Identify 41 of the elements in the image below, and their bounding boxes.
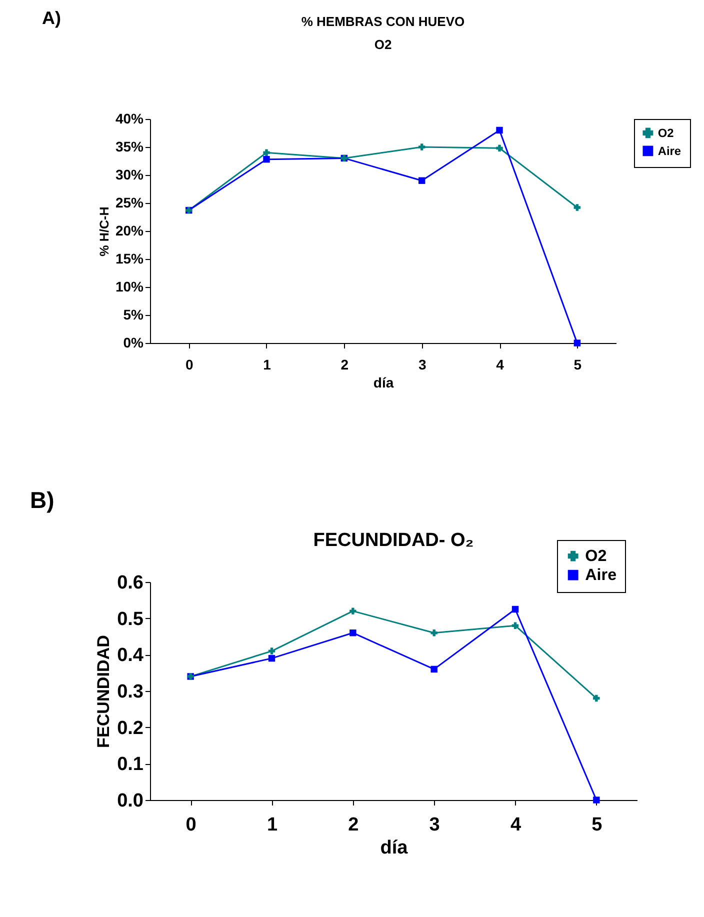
x-tick-label: 0 bbox=[185, 356, 194, 372]
y-tick-label: 0.3 bbox=[117, 682, 144, 702]
x-tick-label: 3 bbox=[429, 814, 440, 836]
y-tick-label: 0% bbox=[123, 334, 144, 350]
legend-label: Aire bbox=[658, 144, 682, 158]
legend-label: Aire bbox=[585, 566, 617, 584]
chart-title: % HEMBRAS CON HUEVO bbox=[301, 14, 465, 29]
x-tick-label: 5 bbox=[592, 814, 603, 836]
y-tick-label: 5% bbox=[123, 306, 144, 322]
text: B) bbox=[30, 487, 54, 513]
x-tick-label: 5 bbox=[574, 356, 582, 372]
y-tick-label: 10% bbox=[115, 278, 144, 294]
y-tick-label: 0.6 bbox=[117, 572, 144, 594]
legend-label: O2 bbox=[658, 126, 674, 140]
legend-label: O2 bbox=[585, 547, 607, 566]
y-tick-label: 20% bbox=[115, 222, 144, 238]
x-tick-label: 3 bbox=[418, 356, 426, 372]
y-tick-label: 30% bbox=[115, 166, 144, 182]
x-tick-label: 4 bbox=[496, 356, 504, 372]
y-tick-label: 35% bbox=[115, 138, 144, 154]
y-tick-label: 40% bbox=[115, 110, 144, 126]
text: A) bbox=[42, 8, 61, 28]
x-tick-label: 1 bbox=[263, 356, 272, 372]
y-axis-title: % H/C-H bbox=[97, 206, 112, 256]
x-tick-label: 1 bbox=[266, 814, 278, 836]
y-tick-label: 0.4 bbox=[117, 645, 144, 666]
y-axis-title: FECUNDIDAD bbox=[94, 634, 114, 748]
x-axis-title: día bbox=[380, 838, 408, 858]
x-tick-label: 4 bbox=[510, 814, 522, 836]
x-tick-label: 2 bbox=[340, 356, 349, 372]
y-tick-label: 0.5 bbox=[117, 608, 144, 630]
x-axis-title: día bbox=[373, 374, 394, 390]
y-tick-label: 0.2 bbox=[117, 718, 144, 739]
y-tick-label: 25% bbox=[115, 194, 144, 210]
x-tick-label: 0 bbox=[186, 814, 196, 836]
y-tick-label: 0.1 bbox=[117, 754, 144, 776]
chart-title: FECUNDIDAD- O₂ bbox=[313, 530, 474, 551]
y-tick-label: 15% bbox=[115, 250, 144, 266]
x-tick-label: 2 bbox=[348, 814, 359, 836]
y-tick-label: 0.0 bbox=[117, 790, 144, 812]
chart-subtitle: O2 bbox=[374, 37, 392, 52]
